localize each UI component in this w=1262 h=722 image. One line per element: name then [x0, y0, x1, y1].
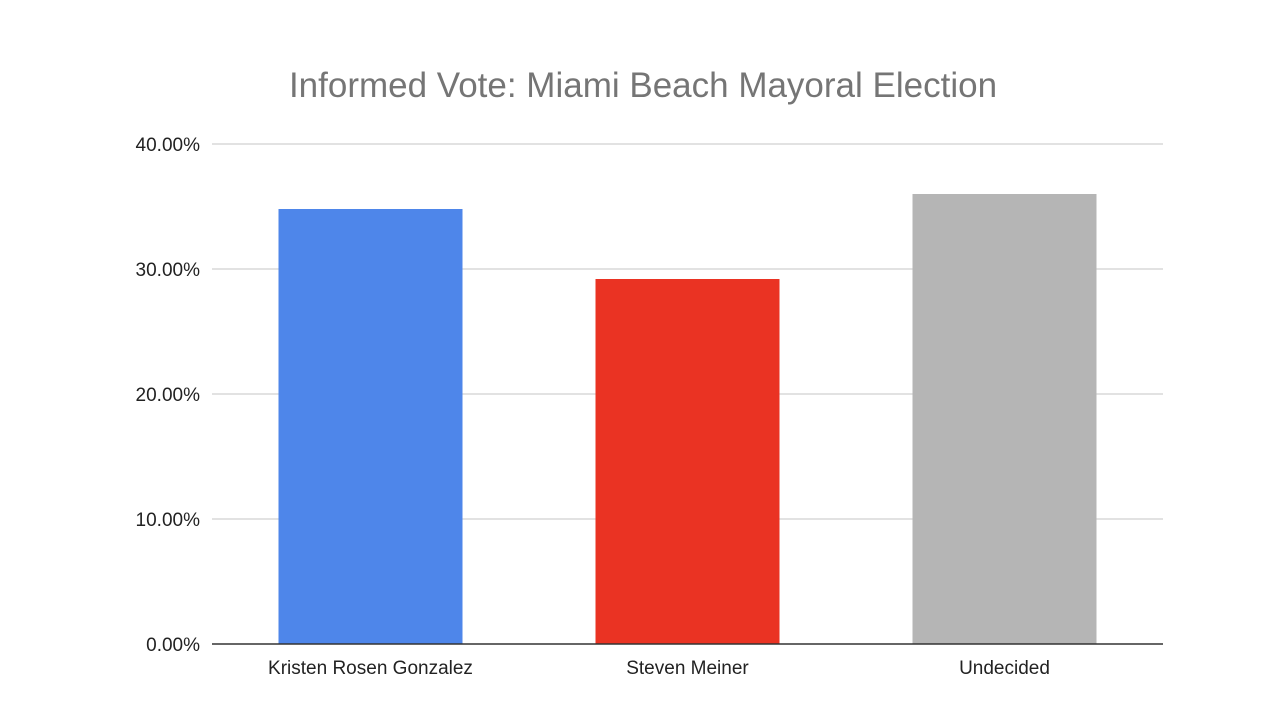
- bar: [595, 279, 780, 644]
- y-tick-label: 20.00%: [136, 385, 201, 406]
- x-tick-label: Steven Meiner: [626, 658, 749, 679]
- y-axis-tick-labels: 0.00% 10.00% 20.00% 30.00% 40.00%: [136, 135, 201, 656]
- x-axis-tick-labels: Kristen Rosen Gonzalez Steven Meiner Undec…: [268, 658, 1050, 679]
- y-tick-label: 40.00%: [136, 135, 201, 156]
- y-tick-label: 30.00%: [136, 260, 201, 281]
- chart-title: Informed Vote: Miami Beach Mayoral Elect…: [288, 66, 998, 105]
- bar: [912, 194, 1097, 644]
- y-tick-label: 0.00%: [146, 635, 200, 656]
- y-tick-label: 10.00%: [136, 510, 201, 531]
- bar: [278, 209, 463, 644]
- x-tick-label: Undecided: [959, 658, 1050, 679]
- bars: [278, 194, 1097, 644]
- x-tick-label: Kristen Rosen Gonzalez: [268, 658, 473, 679]
